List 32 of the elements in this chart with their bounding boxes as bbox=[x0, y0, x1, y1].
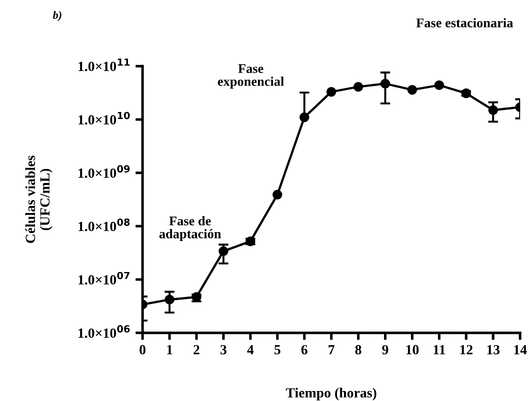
x-tick-label: 1 bbox=[167, 345, 172, 354]
x-tick-label: 0 bbox=[140, 345, 146, 354]
text: Fase estacionaria bbox=[416, 18, 513, 28]
x-tick-label: 7 bbox=[328, 345, 334, 354]
x-tick-label: 12 bbox=[460, 345, 472, 354]
annotation: Fase de adaptación bbox=[159, 216, 222, 241]
x-tick-label: 13 bbox=[487, 345, 500, 354]
y-tick-label: 1.0×10$^{10}$ bbox=[78, 112, 130, 125]
point bbox=[434, 80, 444, 90]
point bbox=[407, 84, 418, 95]
text: b) bbox=[52, 11, 62, 22]
x-tick-label: 11 bbox=[434, 345, 446, 354]
point bbox=[326, 86, 336, 97]
x-tick-label: 10 bbox=[406, 345, 419, 354]
x-tick-label: 2 bbox=[194, 345, 200, 354]
x-axis-title: Tiempo (horas) bbox=[286, 388, 376, 400]
y-tick-label: 1.0×10$^{09}$ bbox=[78, 165, 130, 178]
annotation: Fase exponencial bbox=[218, 64, 284, 89]
y-axis-title: Células viables (UFC/mL) bbox=[25, 156, 52, 243]
y-tick-label: 1.0×10$^{11}$ bbox=[78, 58, 130, 72]
x-tick-label: 14 bbox=[514, 345, 527, 354]
x-tick-label: 6 bbox=[301, 345, 308, 354]
x-tick-label: 8 bbox=[355, 345, 362, 354]
x-tick-label: 3 bbox=[220, 345, 226, 354]
x-tick-label: 9 bbox=[382, 345, 388, 354]
y-tick-label: 1.0×10$^{08}$ bbox=[78, 218, 130, 232]
y-tick-label: 1.0×10$^{06}$ bbox=[78, 325, 130, 338]
point bbox=[272, 190, 282, 200]
point bbox=[353, 82, 364, 92]
x-tick-label: 4 bbox=[247, 345, 254, 354]
x-tick-label: 5 bbox=[274, 345, 280, 354]
y-tick-label: 1.0×10$^{07}$ bbox=[78, 272, 130, 285]
